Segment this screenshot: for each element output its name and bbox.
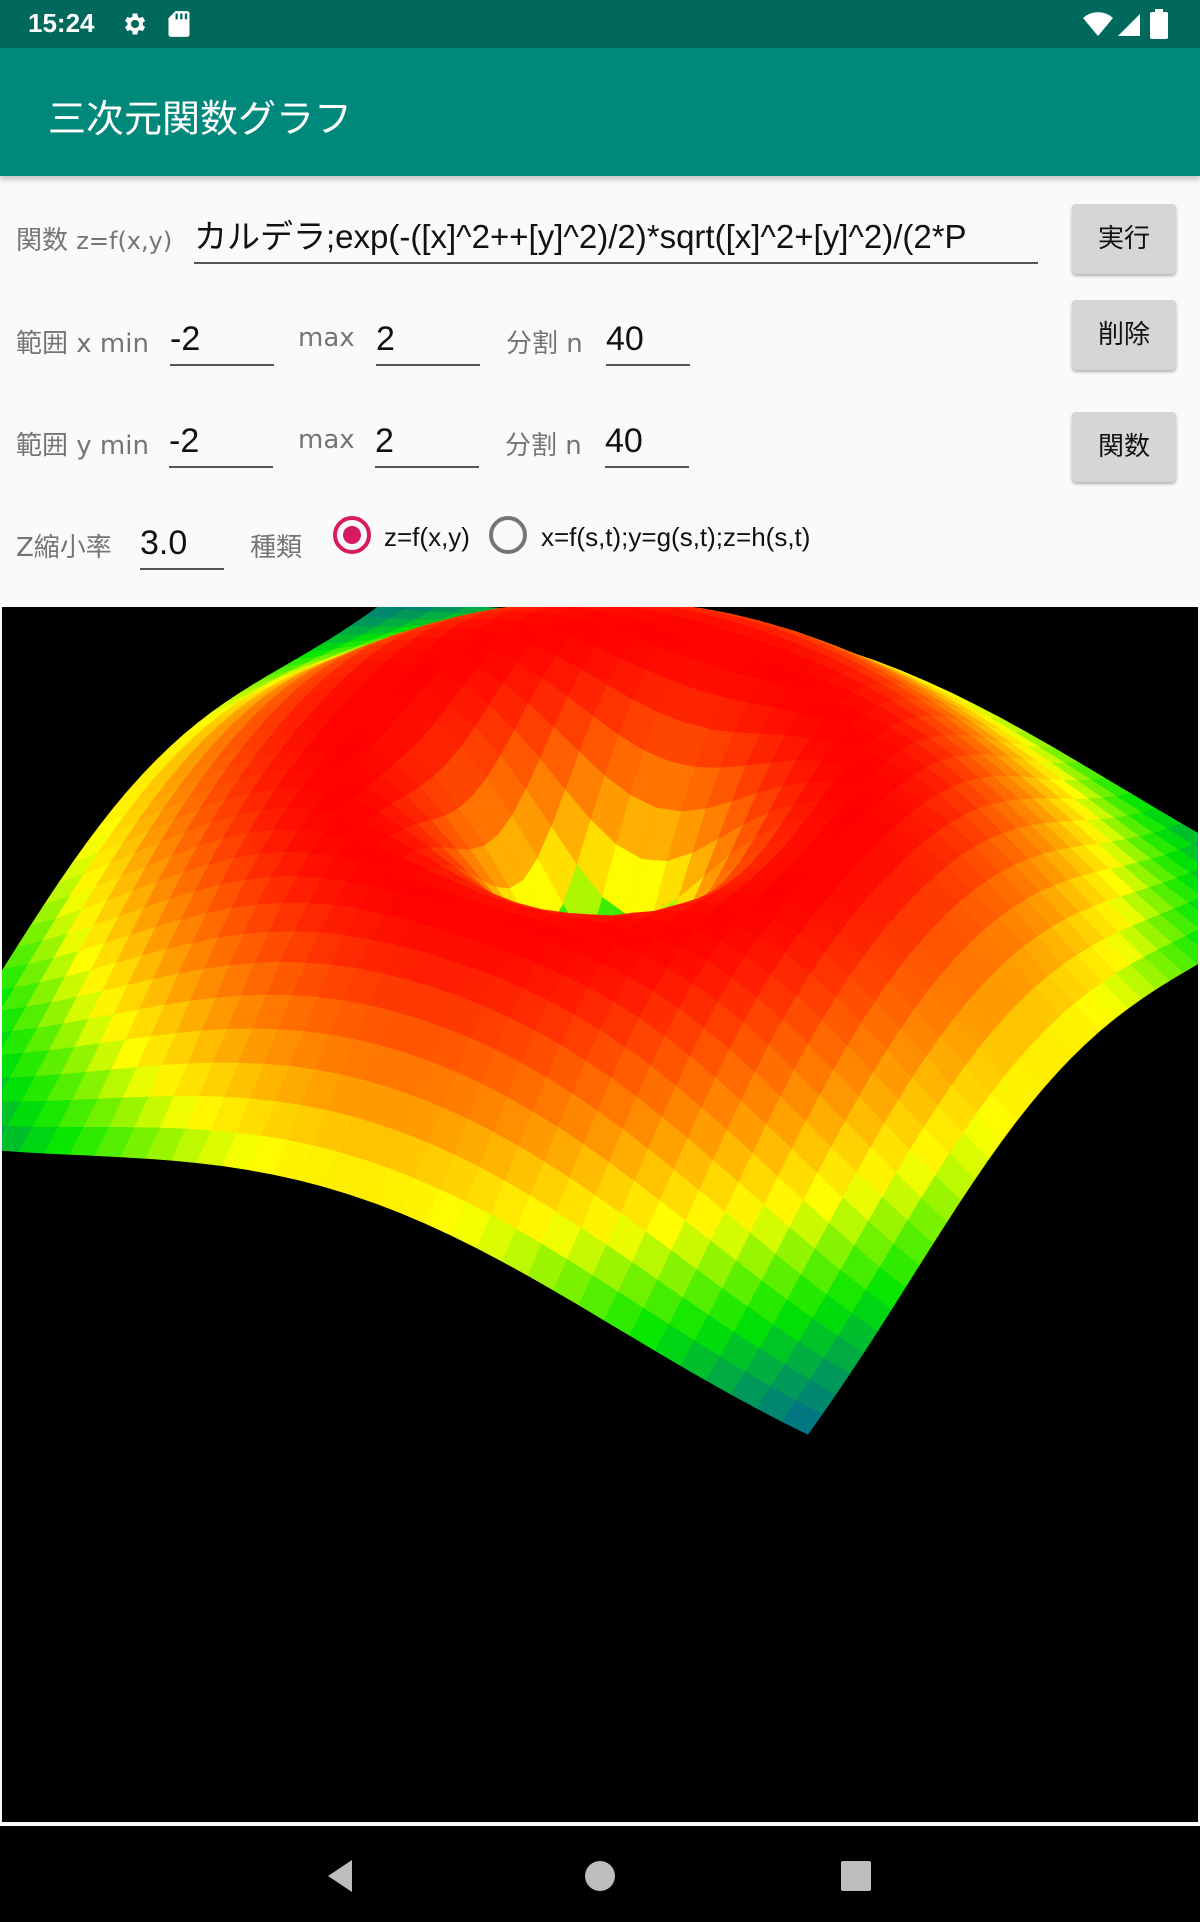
sd-card-icon: [168, 11, 190, 37]
surface-facet: [0, 1030, 13, 1053]
ydiv-input[interactable]: 40: [605, 416, 689, 468]
app-title: 三次元関数グラフ: [48, 97, 353, 141]
surface-facet: [1187, 897, 1200, 913]
radio-label-parametric[interactable]: x=f(s,t);y=g(s,t);z=h(s,t): [541, 522, 811, 552]
signal-icon: [1118, 14, 1140, 36]
yrange-label: 範囲 y min: [16, 431, 149, 461]
ymin-input[interactable]: -2: [169, 416, 273, 468]
ydiv-label: 分割 n: [505, 431, 582, 461]
radio-parametric[interactable]: [488, 515, 528, 555]
surface-facet: [1175, 872, 1200, 896]
surface-facet: [0, 1077, 11, 1096]
surface-facet: [1189, 868, 1200, 880]
recents-icon[interactable]: [836, 1856, 876, 1896]
ymax-label: max: [298, 425, 355, 455]
gear-icon: [125, 13, 146, 35]
status-bar: 15:24: [0, 0, 1200, 48]
surface-mesh: [0, 595, 1200, 1435]
xdiv-label: 分割 n: [506, 329, 583, 359]
xmax-input[interactable]: 2: [376, 314, 480, 366]
function-label: 関数 z=f(x,y): [16, 220, 172, 257]
back-icon[interactable]: [322, 1856, 362, 1896]
radio-label-zfxy[interactable]: z=f(x,y): [384, 522, 470, 552]
type-label: 種類: [250, 533, 303, 563]
status-time: 15:24: [28, 8, 95, 38]
delete-button[interactable]: 削除: [1072, 300, 1176, 370]
zscale-input[interactable]: 3.0: [140, 518, 224, 570]
nav-bar: [0, 1824, 1200, 1922]
surface-facet: [1178, 844, 1200, 865]
xmax-label: max: [298, 323, 355, 353]
functions-button[interactable]: 関数: [1072, 412, 1176, 482]
surface-plot[interactable]: [0, 595, 1200, 1822]
zscale-label: Z縮小率: [16, 533, 112, 563]
app-bar: 三次元関数グラフ: [0, 48, 1200, 176]
function-label-text: 関数: [16, 226, 69, 256]
xmin-input[interactable]: -2: [170, 314, 274, 366]
wifi-icon: [1083, 12, 1113, 37]
function-label-small: z=f(x,y): [76, 227, 173, 255]
home-icon[interactable]: [580, 1856, 620, 1896]
radio-zfxy[interactable]: [332, 515, 372, 555]
surface-facet: [1185, 928, 1200, 948]
surface-facet: [781, 1400, 823, 1435]
plot-canvas[interactable]: [0, 595, 1200, 1822]
xrange-label: 範囲 x min: [16, 329, 149, 359]
function-input[interactable]: カルデラ;exp(-([x]^2++[y]^2)/2)*sqrt([x]^2+[…: [194, 212, 1038, 264]
battery-icon: [1150, 9, 1168, 39]
run-button[interactable]: 実行: [1072, 204, 1176, 274]
ymax-input[interactable]: 2: [375, 416, 479, 468]
xdiv-input[interactable]: 40: [606, 314, 690, 366]
